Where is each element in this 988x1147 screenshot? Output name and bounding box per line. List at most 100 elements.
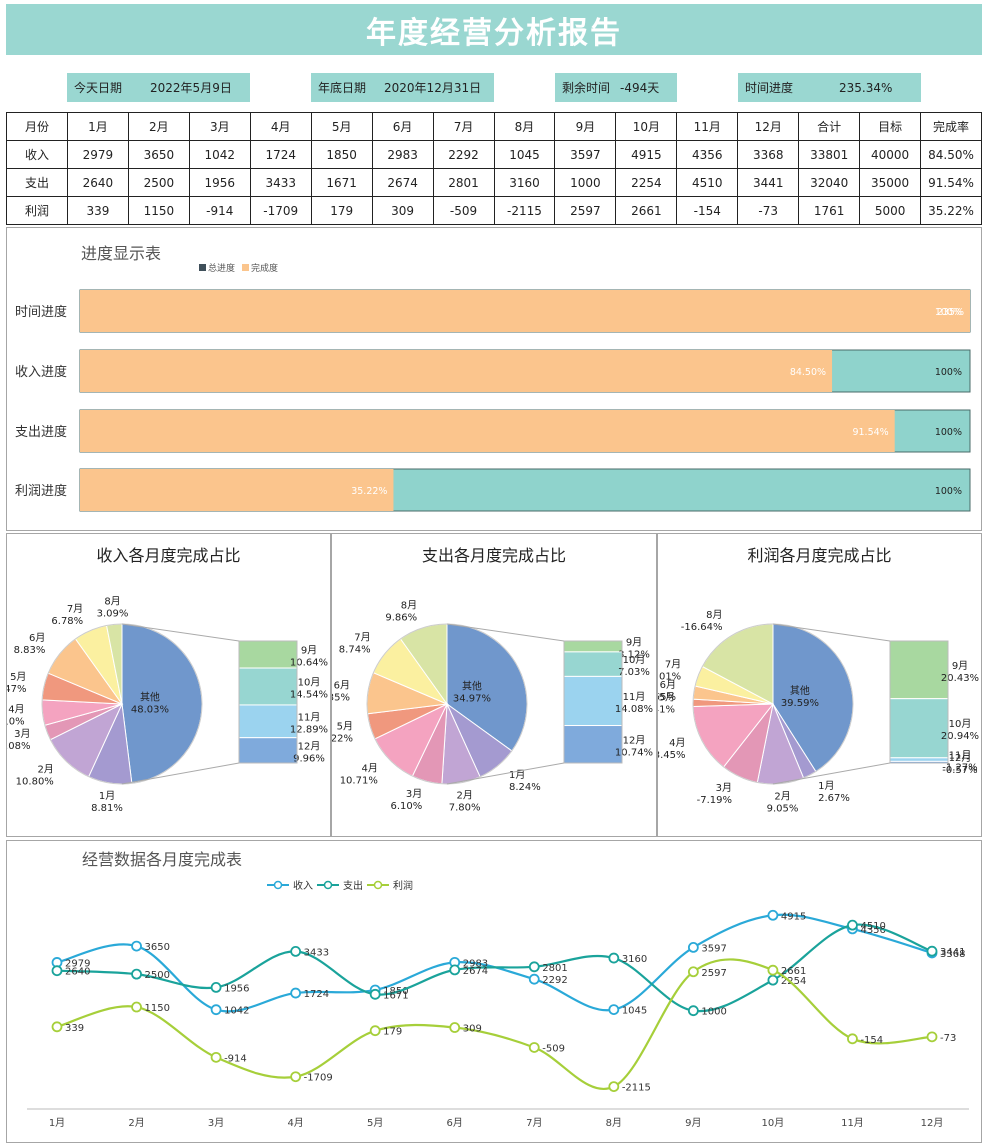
- table-header-cell: 10月: [615, 112, 678, 141]
- table-cell: 3433: [249, 168, 312, 197]
- breakdown-pct: 10.64%: [290, 658, 328, 669]
- table-cell: 1850: [310, 140, 373, 169]
- expense-pie-chart: 其他34.97%1月8.24%2月7.80%3月6.10%4月10.71%5月5…: [332, 600, 653, 814]
- data-point: [608, 952, 620, 964]
- progress-panel-title: 进度显示表: [81, 244, 162, 263]
- profit-pie-title: 利润各月度完成占比: [747, 546, 892, 565]
- time-progress-box: 时间进度 235.34%: [738, 73, 921, 102]
- breakdown-pct: 20.94%: [941, 731, 979, 742]
- table-cell: 1042: [188, 140, 251, 169]
- progress-done-label: 84.50%: [790, 367, 826, 378]
- yearend-date-value: 2020年12月31日: [384, 81, 482, 95]
- table-cell: 4356: [676, 140, 739, 169]
- breakdown-pct: 20.43%: [941, 673, 979, 684]
- pie-slice-pct: -7.19%: [697, 795, 732, 806]
- x-tick-label: 2月: [128, 1117, 144, 1129]
- data-label: 3597: [701, 943, 726, 954]
- data-point: [847, 919, 858, 931]
- table-cell: 1724: [249, 140, 312, 169]
- data-label: 1045: [622, 1006, 647, 1017]
- table-header-cell: 3月: [188, 112, 251, 141]
- remaining-time-box: 剩余时间 -494天: [555, 73, 677, 102]
- data-point: [290, 987, 302, 999]
- breakdown-pct: 12.89%: [290, 724, 328, 735]
- table-cell: 91.54%: [920, 168, 982, 197]
- data-point: [926, 945, 938, 957]
- breakdown-segment: [238, 640, 298, 669]
- legend-marker: [323, 880, 333, 890]
- breakdown-label: 11月: [949, 750, 972, 762]
- data-label: 309: [463, 1024, 482, 1035]
- yearend-date-box: 年底日期 2020年12月31日: [311, 73, 494, 102]
- table-cell: 支出: [6, 168, 68, 197]
- breakdown-pct: 3.12%: [618, 649, 650, 660]
- breakdown-label: 11月: [623, 691, 646, 703]
- table-cell: 33801: [798, 140, 861, 169]
- table-cell: 2983: [371, 140, 434, 169]
- table-header-cell: 4月: [249, 112, 312, 141]
- breakdown-label: 10月: [949, 718, 972, 730]
- breakdown-segment: [563, 725, 623, 764]
- pie-slice-label: 7月: [665, 659, 681, 671]
- data-label: 2661: [781, 966, 806, 977]
- table-cell: 2674: [371, 168, 434, 197]
- table-cell: 4915: [615, 140, 678, 169]
- breakdown-label: 10月: [623, 654, 646, 666]
- pie-slice-label: 5月: [10, 671, 26, 683]
- data-point: [449, 964, 461, 976]
- pie-slice-pct: 3.08%: [7, 741, 30, 752]
- time-progress-value: 235.34%: [839, 80, 893, 95]
- pie-slice-label: 4月: [8, 704, 24, 716]
- breakdown-segment: [238, 737, 298, 764]
- table-cell: 309: [371, 196, 434, 225]
- table-cell: 1671: [310, 168, 373, 197]
- legend-marker: [373, 880, 383, 890]
- expense-pie-title: 支出各月度完成占比: [421, 546, 566, 565]
- data-point: [290, 945, 302, 957]
- x-tick-label: 3月: [208, 1117, 224, 1129]
- table-cell: 1150: [127, 196, 190, 225]
- report-title: 年度经营分析报告: [366, 15, 622, 51]
- data-label: 4510: [860, 921, 885, 932]
- table-header-cell: 1月: [66, 112, 129, 141]
- pie-connector-line: [772, 762, 891, 785]
- data-label: 339: [65, 1023, 84, 1034]
- data-label: 1150: [145, 1003, 170, 1014]
- breakdown-segment: [563, 651, 623, 677]
- data-point: [767, 909, 779, 921]
- data-label: 1956: [224, 983, 249, 994]
- data-point: [528, 1042, 540, 1053]
- breakdown-segment: [563, 640, 623, 653]
- pie-slice-pct: 9.86%: [385, 613, 417, 624]
- data-point: [131, 968, 142, 980]
- today-date-box: 今天日期 2022年5月9日: [67, 73, 250, 102]
- data-label: -509: [542, 1043, 565, 1054]
- data-label: 2254: [781, 976, 806, 987]
- progress-bar-row: 支出进度 91.54% 100%: [15, 409, 971, 453]
- table-cell: 4510: [676, 168, 739, 197]
- breakdown-segment: [238, 704, 298, 739]
- data-point: [210, 1004, 222, 1016]
- x-tick-label: 6月: [447, 1117, 463, 1129]
- today-date-label: 今天日期: [74, 81, 123, 95]
- data-label: 4915: [781, 911, 806, 922]
- line-chart-title: 经营数据各月度完成表: [82, 850, 243, 869]
- progress-bar-label: 利润进度: [15, 483, 67, 499]
- income-pie-title: 收入各月度完成占比: [96, 546, 241, 565]
- progress-bar-done: [80, 290, 970, 332]
- x-tick-label: 5月: [367, 1117, 383, 1129]
- breakdown-pct: 14.54%: [290, 689, 328, 700]
- data-label: 179: [383, 1027, 402, 1038]
- data-point: [528, 973, 540, 985]
- data-label: -154: [860, 1035, 883, 1046]
- table-row: 支出 2640 2500 1956 3433 1671 2674 2801 3160 1000 22…: [6, 168, 982, 197]
- table-cell: 3368: [737, 140, 800, 169]
- data-point: [767, 974, 779, 986]
- table-cell: 1761: [798, 196, 861, 225]
- table-cell: 40000: [859, 140, 922, 169]
- progress-bar-row: 时间进度 235%100%: [15, 289, 971, 333]
